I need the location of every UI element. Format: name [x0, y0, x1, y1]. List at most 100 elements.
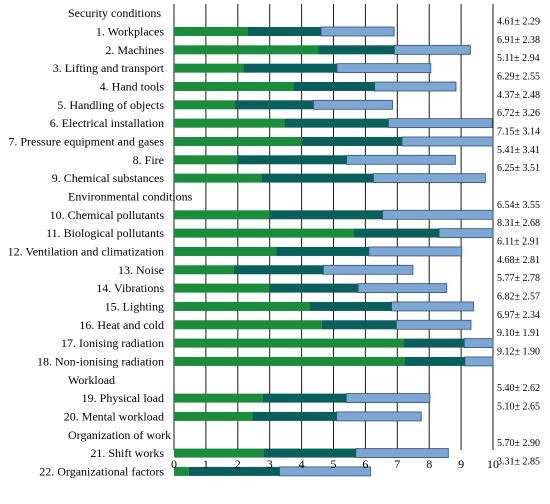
bar-segment-mean [309, 301, 392, 311]
bar-segment-mean-plus-sd [322, 264, 414, 275]
x-tick-label: 9 [458, 457, 464, 471]
bar-segment-mean-minus-sd [174, 265, 234, 275]
row-label: 2. Machines [105, 43, 164, 57]
bar-segment-mean-minus-sd [174, 210, 270, 220]
bar-segment-mean-minus-sd [174, 45, 319, 55]
bar-segment-mean-minus-sd [174, 393, 263, 403]
bar-segment-mean-minus-sd [174, 118, 285, 128]
row-label: 11. Biological pollutants [46, 226, 164, 240]
row-label: 10. Chemical pollutants [50, 208, 165, 222]
x-tick-label: 3 [267, 457, 273, 471]
row-label: 16. Heat and cold [79, 318, 164, 332]
mean-sd-annotation: 5.77± 2.78 [497, 273, 540, 284]
bar-segment-mean-plus-sd [345, 393, 431, 403]
bar-segment-mean-minus-sd [174, 320, 322, 330]
bar-segment-mean-minus-sd [174, 26, 249, 36]
section-header: Security conditions [68, 6, 161, 20]
mean-sd-annotation: 5.40± 2.62 [497, 383, 540, 394]
x-tick-label: 4 [299, 457, 305, 471]
bar-segment-mean-minus-sd [174, 411, 253, 421]
row-label: 19. Physical load [82, 391, 164, 405]
bar-segment-mean-minus-sd [174, 228, 354, 238]
x-tick-layer: 0 1 2 3 4 5 6 7 8 9 10 [171, 457, 499, 471]
mean-sd-annotation: 6.54± 3.55 [497, 200, 540, 211]
mean-sd-annotation: 3.31± 2.85 [497, 456, 540, 467]
row-label: 8. Fire [133, 153, 164, 167]
bar-segment-mean-plus-sd [387, 118, 493, 129]
bar-segment-mean [404, 356, 465, 366]
bar-segment-mean-plus-sd [382, 209, 494, 220]
section-header: Environmental conditions [68, 189, 193, 203]
bar-segment-mean [284, 118, 389, 128]
bar-segment-mean [269, 210, 383, 220]
mean-sd-annotation: 4.68± 2.81 [497, 255, 540, 266]
mean-sd-annotation: 4.61± 2.29 [497, 16, 540, 27]
mean-sd-annotation: 9.12± 1.90 [497, 346, 540, 357]
mean-sd-annotation: 6.82± 2.57 [497, 291, 540, 302]
bar-segment-mean-plus-sd [401, 136, 494, 147]
bar-segment-mean-plus-sd [346, 154, 456, 165]
bar-segment-mean [188, 466, 280, 476]
row-label: 20. Mental workload [64, 409, 164, 423]
bar-segment-mean-minus-sd [174, 136, 302, 146]
bar-segment-mean-plus-sd [463, 338, 494, 349]
x-tick-label: 2 [235, 457, 241, 471]
row-label: 13. Noise [118, 263, 164, 277]
bar-segment-mean-plus-sd [394, 44, 471, 55]
bar-segment-mean-minus-sd [174, 448, 264, 458]
bar-segment-mean-minus-sd [174, 466, 189, 476]
bar-segment-mean [252, 411, 337, 421]
mean-sd-annotation: 8.31± 2.68 [497, 218, 540, 229]
bar-segment-mean-plus-sd [368, 246, 463, 257]
bar-segment-mean-plus-sd [395, 319, 472, 330]
mean-sd-annotation: 6.25± 3.51 [497, 163, 540, 174]
mean-sd-annotation: 5.11± 2.94 [497, 53, 540, 64]
mean-sd-annotation: 6.29± 2.55 [497, 71, 540, 82]
mean-sd-annotation: 5.10± 2.65 [497, 401, 540, 412]
row-label: 1. Workplaces [96, 24, 164, 38]
bar-segment-mean-plus-sd [391, 301, 474, 312]
bar-segment-mean [269, 283, 359, 293]
row-label: 14. Vibrations [96, 281, 164, 295]
mean-sd-annotation: 7.15± 3.14 [497, 126, 540, 137]
bar-segment-mean [243, 63, 338, 73]
bar-layer [174, 26, 494, 477]
bar-segment-mean-plus-sd [313, 99, 393, 110]
row-label: 17. Ionising radiation [61, 336, 164, 350]
bar-segment-mean-plus-sd [336, 411, 422, 422]
bar-segment-mean [261, 173, 374, 183]
bar-segment-mean [318, 45, 395, 55]
bar-segment-mean [353, 228, 440, 238]
row-label: 3. Lifting and transport [53, 61, 165, 75]
bar-segment-mean-minus-sd [174, 63, 244, 73]
section-header: Workload [68, 373, 115, 387]
annotation-layer: 4.61± 2.29 6.91± 2.38 5.11± 2.94 6.29± 2.55… [497, 16, 540, 467]
bar-segment-mean-minus-sd [174, 173, 262, 183]
bar-segment-mean [293, 81, 375, 91]
bar-segment-mean [321, 320, 397, 330]
row-label-layer: Security conditions 1. Workplaces 2. Machi… [8, 6, 193, 478]
bar-segment-mean [234, 100, 314, 110]
bar-segment-mean-plus-sd [438, 228, 494, 239]
section-header: Organization of work [68, 428, 171, 442]
x-tick-label: 10 [487, 457, 499, 471]
bar-segment-mean [263, 448, 356, 458]
row-label: 5. Handling of objects [57, 98, 164, 112]
x-tick-label: 1 [203, 457, 209, 471]
bar-segment-mean-plus-sd [357, 283, 448, 294]
mean-sd-annotation: 4.37± 2.48 [497, 90, 540, 101]
row-label: 22. Organizational factors [39, 464, 164, 478]
mean-sd-annotation: 6.91± 2.38 [497, 35, 540, 46]
row-label: 6. Electrical installation [50, 116, 164, 130]
x-tick-label: 0 [171, 457, 177, 471]
row-label: 7. Pressure equipment and gases [8, 134, 164, 148]
bar-segment-mean [276, 246, 369, 256]
bar-segment-mean-minus-sd [174, 283, 270, 293]
row-label: 12. Ventilation and climatization [8, 244, 164, 258]
mean-sd-annotation: 9.10± 1.91 [497, 328, 540, 339]
row-label: 15. Lighting [105, 299, 164, 313]
bar-segment-mean-minus-sd [174, 246, 277, 256]
bar-segment-mean-minus-sd [174, 356, 405, 366]
bar-segment-mean-plus-sd [464, 356, 494, 367]
